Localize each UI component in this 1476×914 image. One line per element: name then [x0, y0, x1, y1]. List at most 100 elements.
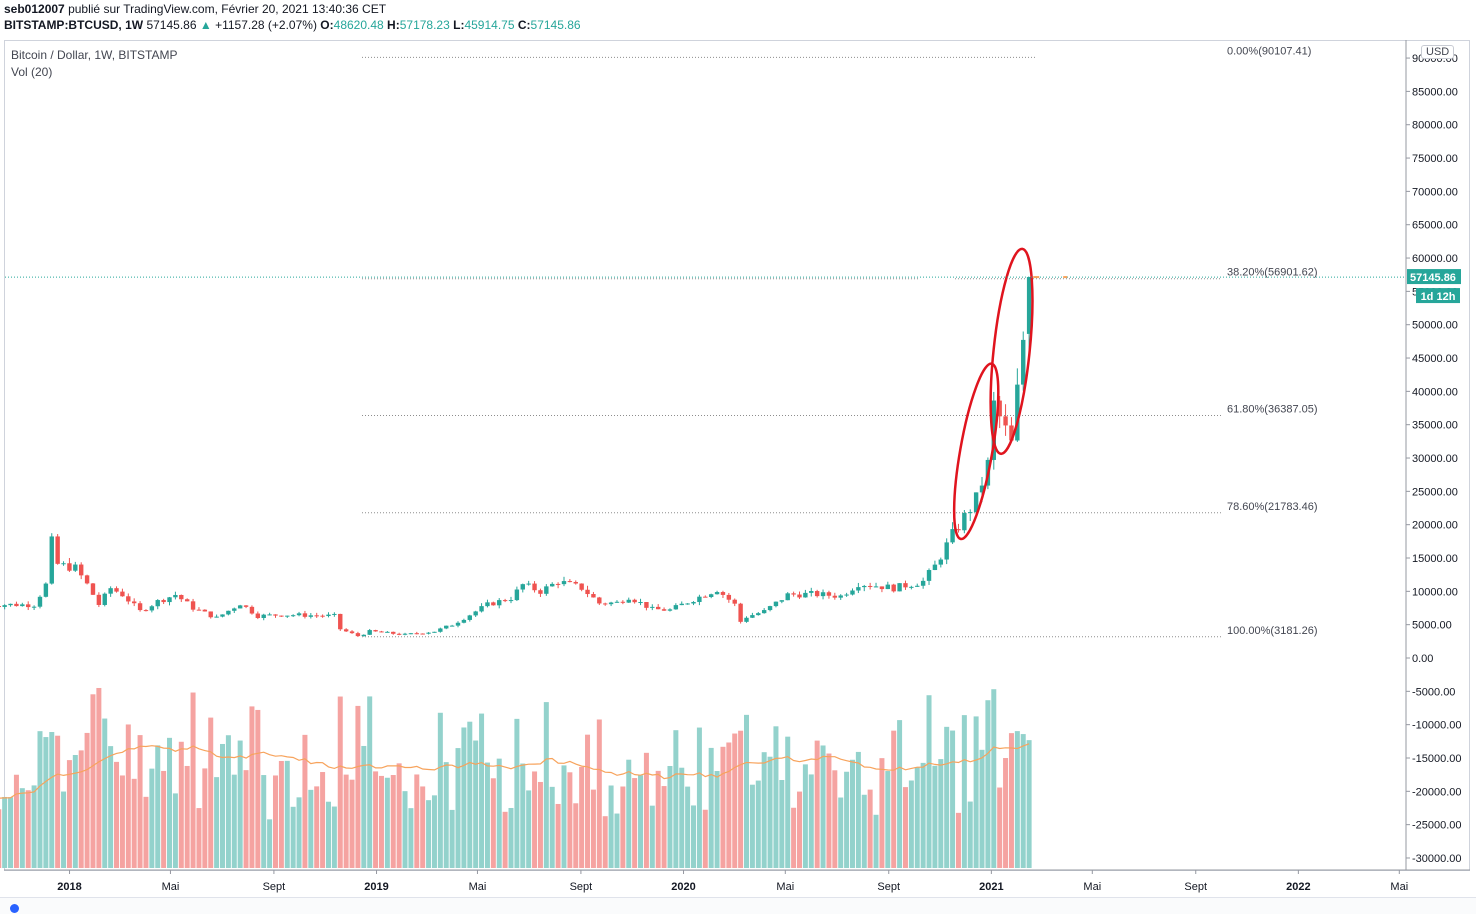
candle-body[interactable] [873, 586, 879, 588]
candle-body[interactable] [467, 615, 472, 620]
candle-body[interactable] [473, 611, 478, 616]
candle-body[interactable] [14, 603, 19, 607]
candle-body[interactable] [785, 593, 790, 601]
candle-body[interactable] [903, 583, 908, 588]
candle-body[interactable] [968, 512, 973, 514]
author-name[interactable]: seb012007 [4, 2, 65, 16]
candle-body[interactable] [555, 583, 561, 585]
candle-body[interactable] [184, 599, 190, 602]
candle-body[interactable] [738, 603, 743, 622]
candle-body[interactable] [31, 606, 37, 608]
candle-body[interactable] [79, 564, 84, 576]
candle-body[interactable] [73, 564, 78, 571]
candle-body[interactable] [867, 585, 873, 587]
candle-body[interactable] [844, 594, 849, 596]
candle-body[interactable] [0, 606, 1, 608]
candle-body[interactable] [55, 536, 60, 564]
candle-body[interactable] [991, 400, 996, 460]
candle-body[interactable] [243, 605, 249, 607]
candle-body[interactable] [956, 529, 961, 531]
candle-body[interactable] [567, 581, 573, 583]
candlesticks[interactable] [0, 276, 1032, 638]
candle-body[interactable] [767, 606, 773, 611]
candle-body[interactable] [149, 606, 155, 611]
candle-body[interactable] [791, 593, 796, 595]
candle-body[interactable] [862, 585, 867, 588]
candle-body[interactable] [814, 591, 820, 597]
candle-body[interactable] [126, 596, 131, 602]
candle-body[interactable] [608, 602, 614, 605]
candle-body[interactable] [732, 599, 737, 604]
annotation-ellipse-2[interactable] [983, 247, 1040, 456]
candle-body[interactable] [114, 588, 119, 592]
candle-body[interactable] [338, 613, 343, 630]
candle-body[interactable] [67, 563, 72, 571]
candle-body[interactable] [726, 594, 732, 600]
candle-body[interactable] [938, 559, 943, 565]
candle-body[interactable] [461, 619, 467, 623]
candle-body[interactable] [744, 617, 749, 622]
candle-body[interactable] [438, 628, 443, 632]
candle-body[interactable] [308, 615, 314, 617]
candle-body[interactable] [396, 633, 402, 635]
candle-body[interactable] [703, 596, 708, 598]
candle-body[interactable] [314, 615, 319, 617]
chart-legend-title[interactable]: Bitcoin / Dollar, 1W, BITSTAMP [11, 48, 178, 62]
candle-body[interactable] [367, 630, 372, 635]
candle-body[interactable] [302, 613, 308, 617]
candle-body[interactable] [102, 593, 107, 605]
candle-body[interactable] [761, 610, 767, 614]
candle-body[interactable] [167, 597, 172, 603]
candle-body[interactable] [550, 583, 555, 587]
candle-body[interactable] [485, 602, 490, 607]
candle-body[interactable] [561, 581, 567, 585]
candle-body[interactable] [202, 609, 208, 612]
candle-body[interactable] [332, 613, 337, 615]
candle-body[interactable] [850, 590, 855, 595]
candle-body[interactable] [773, 601, 779, 607]
candle-body[interactable] [632, 599, 637, 603]
candle-body[interactable] [26, 604, 31, 608]
candle-body[interactable] [750, 615, 755, 618]
candle-body[interactable] [885, 584, 891, 590]
candle-body[interactable] [208, 611, 213, 618]
volume-legend[interactable]: Vol (20) [11, 65, 53, 79]
candle-body[interactable] [84, 575, 90, 584]
candle-body[interactable] [1026, 277, 1032, 334]
candle-body[interactable] [220, 614, 225, 617]
candle-body[interactable] [962, 512, 967, 531]
candle-body[interactable] [1021, 339, 1026, 385]
candle-body[interactable] [273, 614, 278, 616]
candle-body[interactable] [909, 586, 914, 588]
candle-body[interactable] [926, 570, 932, 581]
candle-body[interactable] [131, 601, 137, 604]
candle-body[interactable] [1015, 384, 1020, 441]
candle-body[interactable] [391, 631, 396, 634]
candle-body[interactable] [826, 592, 832, 596]
candle-body[interactable] [856, 587, 861, 591]
candle-body[interactable] [1009, 425, 1014, 441]
candle-body[interactable] [614, 601, 620, 603]
candle-body[interactable] [691, 601, 696, 604]
candle-body[interactable] [667, 609, 673, 611]
candle-body[interactable] [679, 603, 684, 606]
candle-body[interactable] [214, 616, 219, 618]
candle-body[interactable] [414, 633, 419, 635]
candle-body[interactable] [355, 633, 361, 637]
candle-body[interactable] [797, 594, 802, 598]
candle-body[interactable] [320, 615, 325, 617]
candle-body[interactable] [832, 595, 838, 598]
candle-body[interactable] [820, 592, 826, 597]
candle-body[interactable] [497, 600, 502, 606]
candle-body[interactable] [37, 596, 43, 607]
candle-body[interactable] [779, 600, 785, 602]
candle-body[interactable] [49, 536, 54, 584]
fib-retracement[interactable]: 0.00%(90107.41) 38.20%(56901.62) 61.80%(36… [362, 45, 1318, 638]
candle-body[interactable] [997, 400, 1002, 417]
candle-body[interactable] [432, 631, 437, 633]
candle-body[interactable] [1003, 416, 1008, 426]
candle-body[interactable] [514, 589, 520, 601]
candle-body[interactable] [920, 580, 926, 586]
candle-body[interactable] [455, 622, 461, 626]
candle-body[interactable] [90, 583, 96, 595]
